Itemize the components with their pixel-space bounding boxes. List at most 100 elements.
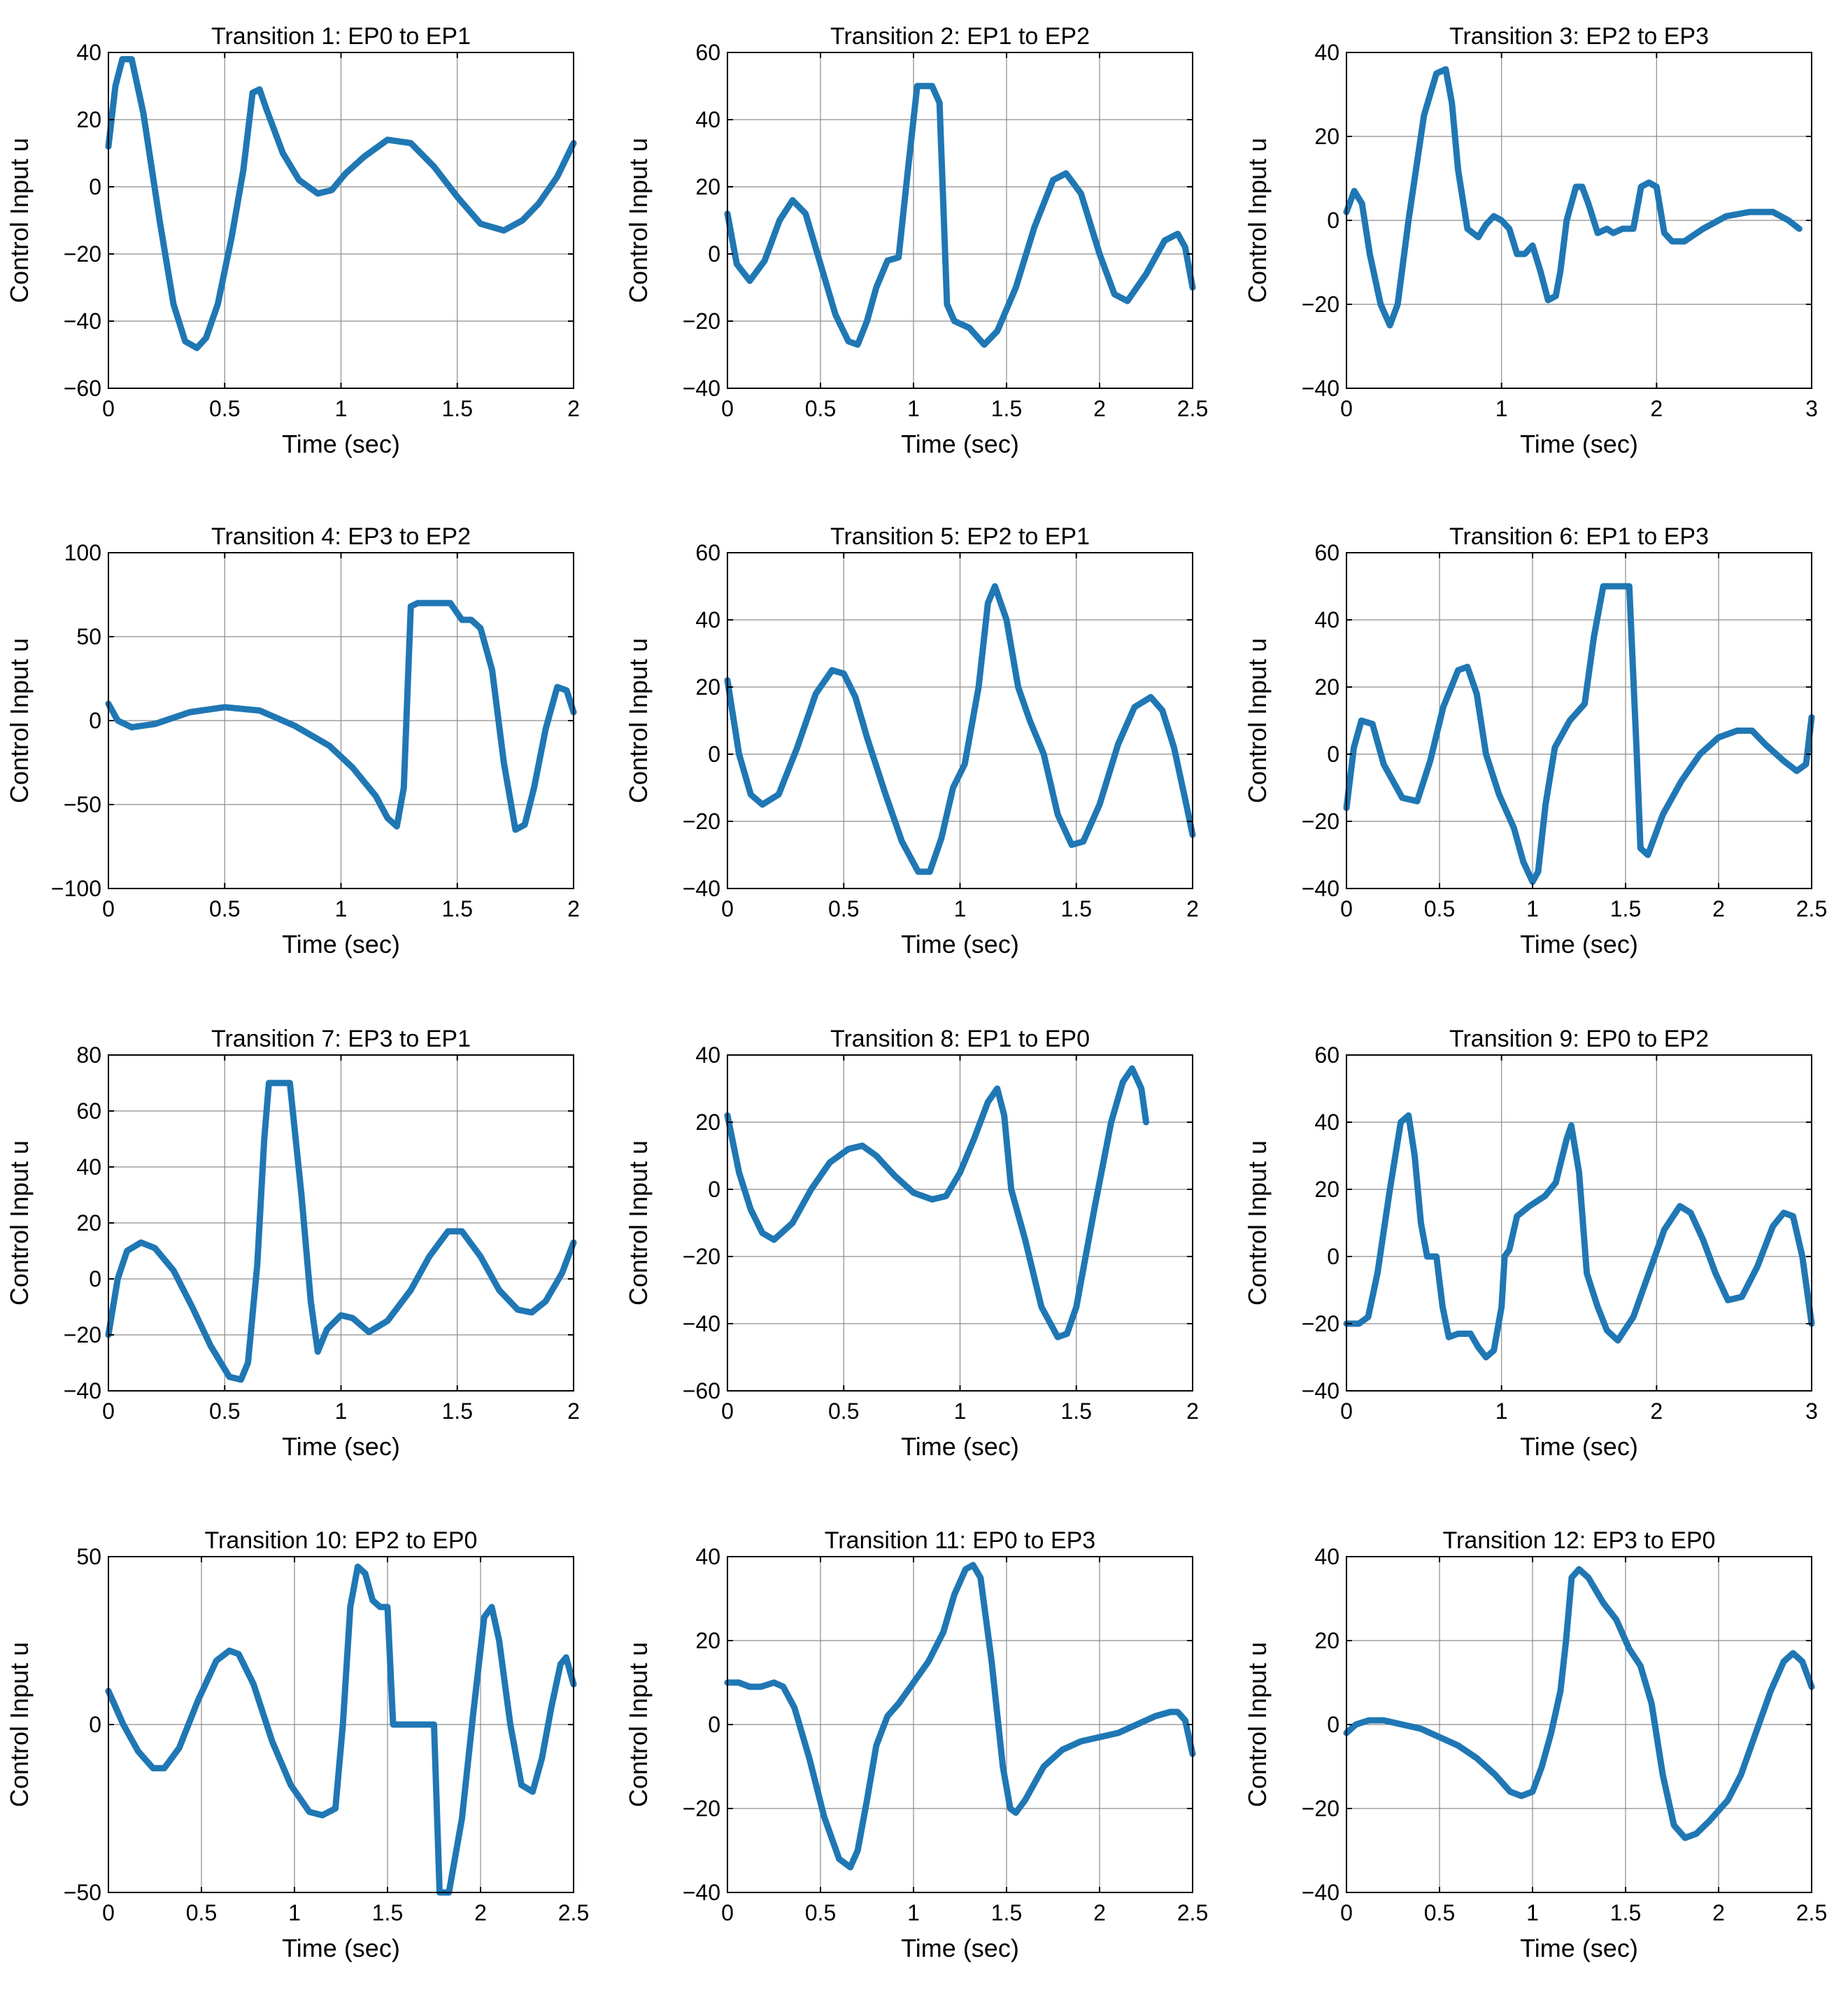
x-tick-label: 0	[102, 1399, 115, 1424]
x-tick-label: 2	[1186, 1399, 1199, 1424]
x-tick-label: 0	[1340, 1399, 1353, 1424]
y-tick-label: 20	[76, 107, 101, 132]
y-axis-label: Control Input u	[5, 1642, 34, 1807]
x-axis-label: Time (sec)	[1520, 1934, 1638, 1962]
x-tick-label: 2	[567, 1399, 580, 1424]
y-tick-label: 60	[695, 540, 720, 565]
y-tick-label: 20	[1314, 674, 1339, 700]
y-tick-label: 0	[708, 241, 720, 267]
x-tick-label: 2	[1650, 396, 1663, 421]
y-axis-label: Control Input u	[624, 1642, 653, 1807]
x-tick-label: 1	[335, 896, 348, 921]
axes-frame	[1346, 552, 1812, 889]
x-tick-label: 0	[721, 396, 734, 421]
x-tick-label: 1	[335, 396, 348, 421]
y-tick-label: −20	[1302, 292, 1339, 317]
x-tick-label: 0.5	[828, 896, 859, 921]
y-tick-label: −40	[683, 876, 720, 901]
y-tick-label: 0	[1327, 1712, 1339, 1737]
y-tick-label: 0	[1327, 208, 1339, 233]
y-tick-label: −20	[1302, 1796, 1339, 1821]
x-axis-label: Time (sec)	[282, 930, 400, 958]
subplot-5: 0 0.5 1 1.5 2 −40 −20 0 20 40 60 Transition 5: EP2 …	[624, 523, 1199, 958]
x-tick-label: 2.5	[1796, 896, 1827, 921]
plot-area	[1346, 553, 1812, 889]
x-axis-label: Time (sec)	[901, 430, 1019, 458]
y-tick-label: 20	[695, 1110, 720, 1135]
series-line	[724, 1065, 1149, 1340]
y-tick-label: 0	[1327, 1244, 1339, 1269]
chart-title: Transition 10: EP2 to EP0	[205, 1527, 478, 1554]
y-tick-label: 50	[76, 624, 101, 649]
y-tick-label: 20	[695, 174, 720, 199]
x-tick-label: 3	[1805, 1399, 1818, 1424]
x-tick-label: 0	[102, 396, 115, 421]
x-tick-label: 0	[102, 896, 115, 921]
y-tick-label: −40	[1302, 1880, 1339, 1905]
x-tick-label: 1	[907, 1900, 920, 1925]
y-axis-label: Control Input u	[1243, 1140, 1272, 1305]
x-tick-label: 0.5	[805, 396, 836, 421]
x-tick-label: 1	[1526, 1900, 1539, 1925]
y-tick-label: 0	[708, 742, 720, 767]
y-tick-label: 40	[695, 607, 720, 632]
subplot-11: 0 0.5 1 1.5 2 2.5 −40 −20 0 20 40 Transition 11: EP…	[624, 1527, 1208, 1962]
series-line	[1343, 1112, 1815, 1361]
x-tick-label: 0	[1340, 1900, 1353, 1925]
subplot-2: 0 0.5 1 1.5 2 2.5 −40 −20 0 20 40 60 Transition 2: E…	[624, 23, 1208, 458]
plot-area	[1346, 1055, 1812, 1391]
series-line	[724, 83, 1196, 348]
y-axis-label: Control Input u	[624, 1140, 653, 1305]
y-tick-label: −50	[64, 1880, 101, 1905]
x-tick-label: 2	[567, 896, 580, 921]
x-tick-label: 1.5	[1610, 896, 1641, 921]
x-tick-label: 1.5	[372, 1900, 403, 1925]
subplot-6: 0 0.5 1 1.5 2 2.5 −40 −20 0 20 40 60 Transition 6: E…	[1243, 523, 1827, 958]
x-tick-label: 0	[102, 1900, 115, 1925]
x-tick-label: 0	[721, 896, 734, 921]
y-axis-label: Control Input u	[1243, 1642, 1272, 1807]
x-tick-label: 0.5	[1424, 896, 1455, 921]
y-tick-label: −20	[64, 1322, 101, 1347]
chart-title: Transition 3: EP2 to EP3	[1449, 23, 1709, 50]
y-tick-label: −40	[64, 1378, 101, 1403]
x-tick-label: 2.5	[1177, 396, 1208, 421]
x-tick-label: 2	[1650, 1399, 1663, 1424]
x-tick-label: 0.5	[209, 896, 240, 921]
y-tick-label: 0	[1327, 742, 1339, 767]
chart-title: Transition 2: EP1 to EP2	[830, 23, 1090, 50]
x-tick-label: 0.5	[186, 1900, 217, 1925]
x-tick-label: 0.5	[1424, 1900, 1455, 1925]
x-tick-label: 1	[954, 896, 967, 921]
y-tick-label: −100	[51, 876, 101, 901]
y-tick-label: 40	[76, 40, 101, 65]
x-tick-label: 1	[1526, 896, 1539, 921]
y-tick-label: −40	[64, 309, 101, 334]
chart-title: Transition 11: EP0 to EP3	[825, 1527, 1095, 1554]
series-line	[1343, 1566, 1815, 1841]
y-axis-label: Control Input u	[5, 138, 34, 303]
y-tick-label: 60	[1314, 1042, 1339, 1068]
y-tick-label: −40	[683, 376, 720, 401]
axes-frame	[727, 52, 1193, 389]
subplot-3: 0 1 2 3 −40 −20 0 20 40 Transition 3: EP2 to EP3 T…	[1243, 23, 1818, 458]
y-tick-label: 40	[76, 1154, 101, 1180]
y-tick-label: 60	[695, 40, 720, 65]
y-tick-label: −20	[64, 241, 101, 267]
y-tick-label: 60	[1314, 540, 1339, 565]
series-line	[724, 1562, 1196, 1871]
x-axis-label: Time (sec)	[282, 430, 400, 458]
y-tick-label: −40	[1302, 1378, 1339, 1403]
chart-title: Transition 12: EP3 to EP0	[1443, 1527, 1716, 1554]
x-tick-label: 2	[567, 396, 580, 421]
x-axis-label: Time (sec)	[901, 1432, 1019, 1461]
y-axis-label: Control Input u	[5, 638, 34, 803]
x-tick-label: 1.5	[991, 396, 1022, 421]
x-tick-label: 1	[954, 1399, 967, 1424]
x-tick-label: 1.5	[991, 1900, 1022, 1925]
y-tick-label: 20	[76, 1210, 101, 1236]
series-line	[724, 583, 1196, 875]
x-tick-label: 2	[1712, 896, 1725, 921]
